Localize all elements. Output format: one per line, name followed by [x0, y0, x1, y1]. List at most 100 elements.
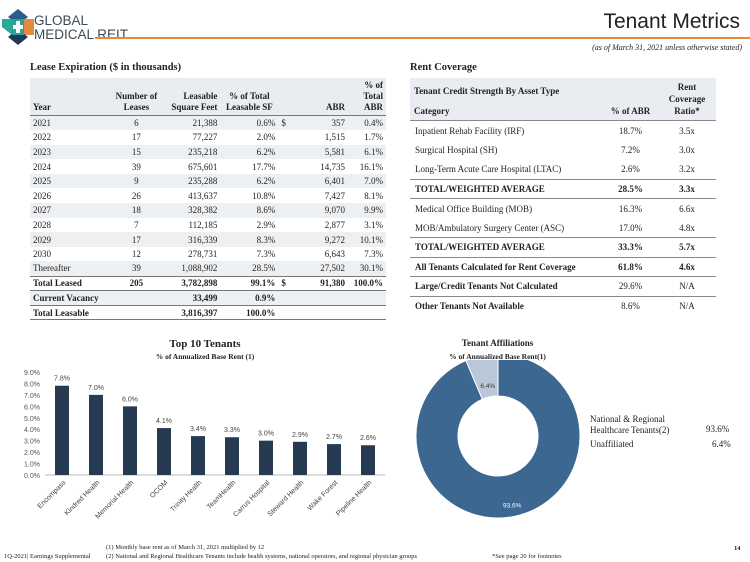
table-cell: 2025 [30, 173, 113, 189]
table-cell: 33,499 [160, 290, 221, 306]
table-cell-ratio: 3.5x [679, 125, 695, 136]
table-row: 2024 39 675,601 17.7% 14,735 16.1% [30, 159, 386, 174]
table-cell-label: Inpatient Rehab Facility (IRF) [415, 125, 525, 136]
table-cell-ratio: 5.7x [658, 237, 716, 257]
footer-left: 1Q-2021| Earnings Supplemental [4, 553, 91, 560]
table-cell [348, 290, 386, 306]
table-cell: 14,735 [320, 161, 345, 172]
table-row: Current Vacancy 33,499 0.9% [30, 290, 386, 306]
table-cell-pct: 29.6% [603, 276, 658, 296]
table-row: Inpatient Rehab Facility (IRF) 18.7% 3.5x [410, 121, 716, 141]
table-cell [278, 173, 291, 189]
y-tick-label: 6.0% [24, 404, 40, 411]
col-pct-abr: % of Total ABR [348, 78, 386, 116]
table-cell: 8.1% [364, 190, 383, 201]
table-cell-ratio: 3.2x [679, 164, 695, 174]
y-tick-label: 4.0% [24, 427, 40, 434]
bar-chart: 0.0% 1.0% 2.0% 3.0% 4.0% 5.0% 6.0% 7.0% 8.0% 9.0%… [24, 370, 385, 520]
table-cell [112, 304, 161, 321]
footnote-2: (2) National and Regional Healthcare Ten… [106, 553, 417, 560]
table-cell: 2027 [30, 203, 113, 218]
table-cell: 278,731 [188, 249, 218, 260]
footer-see: *See page 20 for footnotes [492, 553, 562, 560]
bar-chart-title: Top 10 Tenants [169, 338, 241, 350]
table-cell: 12 [131, 249, 141, 260]
x-tick-label: Steward Health [267, 479, 306, 518]
bar [55, 385, 69, 475]
table-cell: 2.0% [256, 132, 276, 143]
table-cell: 100.0% [220, 304, 279, 321]
table-row: Surgical Hospital (SH) 7.2% 3.0x [410, 140, 716, 160]
table-cell: 77,227 [192, 132, 218, 143]
x-tick-label: Memorial Health [94, 479, 135, 520]
bar-value-label: 7.0% [88, 385, 104, 392]
table-cell: 28.5% [220, 261, 279, 277]
table-row: 2026 26 413,637 10.8% 7,427 8.1% [30, 188, 386, 203]
bar-value-label: 3.4% [190, 426, 206, 433]
table-row: 2030 12 278,731 7.3% 6,643 7.3% [30, 247, 386, 262]
table-cell-ratio: N/A [658, 276, 716, 296]
table-cell-label: Surgical Hospital (SH) [415, 144, 498, 155]
table-cell [278, 304, 291, 321]
bar [157, 428, 171, 475]
table-row: TOTAL/WEIGHTED AVERAGE 33.3% 5.7x [410, 237, 716, 257]
table-cell: 328,382 [160, 203, 221, 218]
col-pct-sf: % of Total Leasable SF [220, 78, 279, 116]
table-cell: 413,637 [188, 190, 218, 201]
table-row: Total Leasable 3,816,397 100.0% [30, 304, 386, 321]
table-cell: 2024 [33, 161, 51, 172]
table-cell [278, 290, 291, 306]
page-number: 14 [734, 545, 741, 552]
table-cell [278, 130, 290, 145]
col-year: Year [30, 78, 113, 116]
table-cell-ratio: 4.8x [679, 222, 695, 233]
table-cell: 2.9% [256, 219, 276, 230]
table-row: Other Tenants Not Available 8.6% N/A [410, 295, 716, 316]
x-tick-label: Encompass [37, 479, 68, 510]
table-cell: $ [278, 115, 291, 131]
donut-label: 93.6% [503, 503, 522, 510]
table-cell-ratio: 4.6x [658, 256, 716, 277]
table-cell: 3.1% [364, 219, 383, 230]
table-cell: 0.9% [220, 290, 279, 306]
table-cell-label: TOTAL/WEIGHTED AVERAGE [410, 178, 603, 199]
lease-table: Year Number of Leases Leasable Square Fe… [30, 78, 386, 321]
table-cell: 205 [112, 275, 161, 291]
table-cell: 1,515 [324, 132, 345, 143]
table-cell: 2028 [33, 219, 51, 230]
table-row: TOTAL/WEIGHTED AVERAGE 28.5% 3.3x [410, 178, 716, 199]
table-cell [278, 144, 291, 160]
table-cell: Total Leased [30, 275, 113, 291]
table-cell: 6,643 [324, 249, 345, 260]
legend-value-unaffiliated: 6.4% [712, 439, 731, 449]
table-cell: 235,218 [160, 144, 221, 160]
y-tick-label: 3.0% [24, 439, 40, 446]
y-tick-label: 7.0% [24, 393, 40, 400]
table-cell: 2030 [33, 249, 51, 260]
table-cell: 235,288 [160, 173, 221, 189]
lease-title: Lease Expiration ($ in thousands) [30, 62, 182, 73]
table-cell: Total Leasable [30, 304, 113, 321]
table-cell: 39 [131, 161, 141, 172]
pie-legend: National & Regional Healthcare Tenants(2… [590, 414, 669, 450]
table-cell: 7.3% [364, 249, 383, 260]
y-tick-label: 9.0% [24, 370, 40, 377]
table-cell-ratio: N/A [658, 295, 716, 316]
table-cell [278, 261, 291, 277]
table-cell-pct: 2.6% [621, 164, 640, 174]
table-cell: 316,339 [160, 232, 221, 247]
table-cell-label: TOTAL/WEIGHTED AVERAGE [410, 237, 603, 257]
table-cell: Current Vacancy [30, 290, 113, 306]
table-cell: 15 [112, 144, 161, 160]
pie-chart-subtitle: % of Annualized Base Rent(1) [449, 352, 546, 361]
col-category-a: Tenant Credit Strength By Asset Type [414, 86, 560, 96]
bar-chart-subtitle: % of Annualized Base Rent (1) [155, 352, 255, 361]
x-tick-label: Wake Forest [307, 479, 340, 512]
table-cell: 8.3% [220, 232, 279, 247]
table-cell: 112,185 [188, 219, 218, 230]
table-cell: 10.8% [252, 190, 276, 201]
table-cell-pct: 61.8% [603, 256, 658, 277]
table-cell: 8.6% [220, 203, 279, 218]
table-cell: 10.1% [348, 232, 386, 247]
table-cell: 17.7% [252, 161, 276, 172]
